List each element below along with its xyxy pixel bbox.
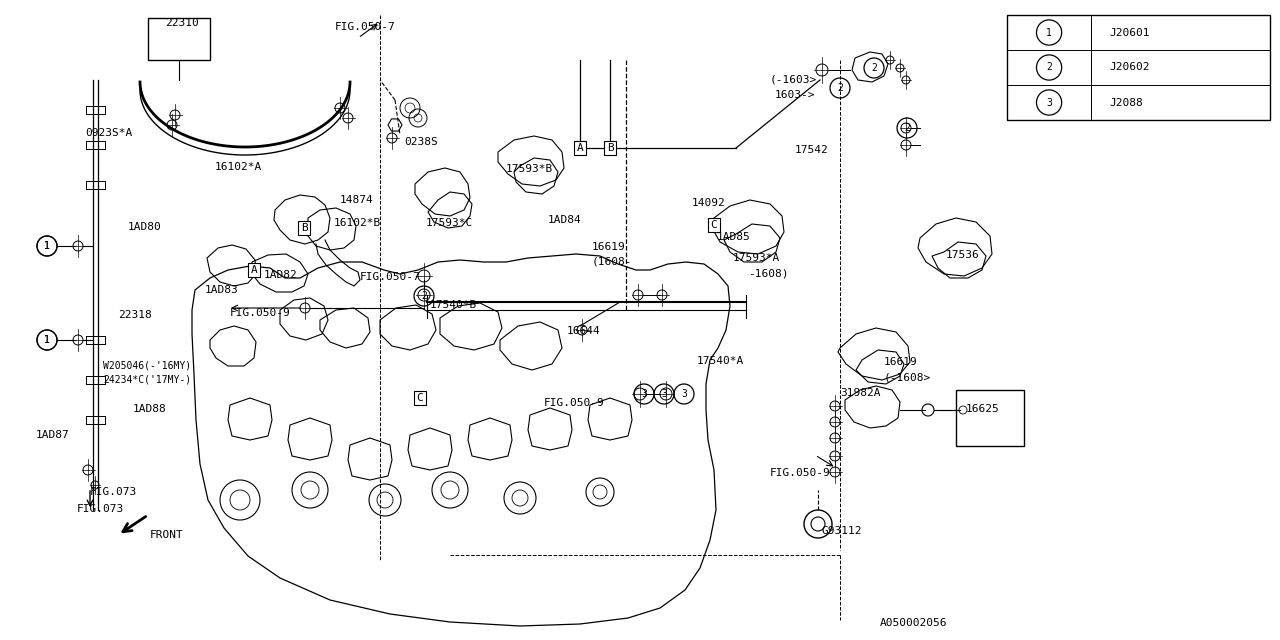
Text: 22310: 22310: [165, 18, 198, 28]
Text: C: C: [710, 220, 717, 230]
Text: 2: 2: [1046, 63, 1052, 72]
Text: 1: 1: [44, 241, 50, 251]
Text: 1AD82: 1AD82: [264, 270, 298, 280]
Text: G93112: G93112: [822, 526, 863, 536]
Text: 3: 3: [1046, 97, 1052, 108]
Text: FIG.050-9: FIG.050-9: [544, 398, 604, 408]
Text: FRONT: FRONT: [150, 530, 184, 540]
Text: 16102*A: 16102*A: [215, 162, 262, 172]
Text: (-1608>: (-1608>: [884, 372, 932, 382]
Text: 16625: 16625: [966, 404, 1000, 414]
Text: 17593*C: 17593*C: [426, 218, 474, 228]
Text: 16619: 16619: [591, 242, 626, 252]
Text: B: B: [607, 143, 613, 153]
Text: (-1603>: (-1603>: [771, 74, 817, 84]
Text: 1AD87: 1AD87: [36, 430, 69, 440]
Text: B: B: [301, 223, 307, 233]
Text: 16619: 16619: [884, 357, 918, 367]
Text: 2: 2: [904, 123, 910, 133]
Text: A: A: [576, 143, 584, 153]
Text: 1603->: 1603->: [774, 90, 815, 100]
Text: 3: 3: [681, 389, 687, 399]
Text: 17536: 17536: [946, 250, 979, 260]
Text: 17593*A: 17593*A: [733, 253, 781, 263]
Text: A050002056: A050002056: [881, 618, 947, 628]
Text: A: A: [251, 265, 257, 275]
Text: 24234*C('17MY-): 24234*C('17MY-): [102, 374, 191, 384]
Text: 1AD85: 1AD85: [717, 232, 751, 242]
Text: 2: 2: [421, 291, 428, 301]
Text: J2088: J2088: [1108, 97, 1143, 108]
Text: 3: 3: [641, 389, 646, 399]
Bar: [956, 390, 1024, 446]
Text: 1: 1: [44, 335, 50, 345]
Text: 0238S: 0238S: [404, 137, 438, 147]
Text: 17542: 17542: [795, 145, 828, 155]
Text: FIG.073: FIG.073: [90, 487, 137, 497]
Text: FIG.050-9: FIG.050-9: [771, 468, 831, 478]
Text: 16102*B: 16102*B: [334, 218, 381, 228]
Text: FIG.073: FIG.073: [77, 504, 124, 514]
Text: 17540*B: 17540*B: [430, 300, 477, 310]
Text: 2: 2: [872, 63, 877, 73]
Bar: [1007, 15, 1270, 120]
Text: 22318: 22318: [118, 310, 152, 320]
Text: J20601: J20601: [1108, 28, 1149, 38]
Text: 1AD83: 1AD83: [205, 285, 239, 295]
Text: 14874: 14874: [340, 195, 374, 205]
Text: 31982A: 31982A: [840, 388, 881, 398]
Text: (1608-: (1608-: [591, 257, 632, 267]
Bar: [148, 18, 210, 60]
Text: 16644: 16644: [567, 326, 600, 336]
Text: FIG.050-7: FIG.050-7: [360, 272, 421, 282]
Text: 1: 1: [44, 241, 50, 251]
Text: FIG.050-7: FIG.050-7: [335, 22, 396, 32]
Text: 0923S*A: 0923S*A: [84, 128, 132, 138]
Text: 1AD80: 1AD80: [128, 222, 161, 232]
Text: -1608): -1608): [748, 268, 788, 278]
Text: FIG.050-9: FIG.050-9: [230, 308, 291, 318]
Text: 14092: 14092: [692, 198, 726, 208]
Text: W205046(-'16MY): W205046(-'16MY): [102, 360, 191, 370]
Text: 3: 3: [660, 389, 667, 399]
Text: 17593*B: 17593*B: [506, 164, 553, 174]
Text: 2: 2: [837, 83, 844, 93]
Text: 1AD88: 1AD88: [133, 404, 166, 414]
Text: 1AD84: 1AD84: [548, 215, 581, 225]
Text: C: C: [416, 393, 424, 403]
Text: 1: 1: [44, 335, 50, 345]
Text: J20602: J20602: [1108, 63, 1149, 72]
Text: 17540*A: 17540*A: [698, 356, 744, 366]
Text: 1: 1: [1046, 28, 1052, 38]
